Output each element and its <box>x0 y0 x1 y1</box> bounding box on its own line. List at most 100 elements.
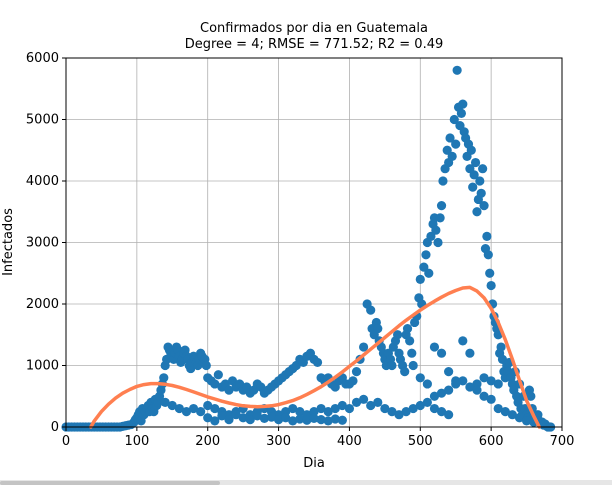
scatter-point <box>159 373 169 383</box>
x-tick-label: 400 <box>337 434 362 449</box>
scatter-point <box>429 403 440 414</box>
scatter-point <box>210 403 220 414</box>
scatter-point <box>231 410 241 420</box>
scatter-point <box>482 231 492 241</box>
scatter-point <box>445 133 455 143</box>
scatter-point <box>424 268 434 278</box>
scatter-point <box>238 413 248 423</box>
scatter-point <box>323 407 333 417</box>
scatter-point <box>493 403 503 414</box>
scatter-point <box>288 403 298 414</box>
scatter-point <box>419 262 429 272</box>
scatter-point <box>456 108 466 118</box>
y-axis-label: Infectados <box>1 208 16 276</box>
scatter-point <box>449 114 459 125</box>
x-tick-label: 300 <box>266 434 291 449</box>
y-tick-label: 4000 <box>26 174 59 189</box>
scatter-point <box>436 407 447 417</box>
scatter-point <box>217 411 227 421</box>
scatter-point <box>444 367 454 377</box>
scatter-point <box>408 403 418 414</box>
scatter-point <box>295 407 305 417</box>
scatter-point <box>174 403 184 414</box>
horizontal-scrollbar[interactable] <box>0 480 612 485</box>
scatter-point <box>479 391 489 401</box>
scatter-point <box>422 397 432 407</box>
scatter-point <box>224 385 234 395</box>
scatter-point <box>312 357 323 368</box>
scatter-point <box>470 157 481 168</box>
scatter-point <box>344 403 355 414</box>
scatter-point <box>203 400 213 411</box>
scatter-point <box>402 324 413 334</box>
scatter-point <box>521 416 532 426</box>
scatter-point <box>472 207 482 217</box>
scatter-point <box>252 411 262 421</box>
y-axis: 0 1000 2000 3000 4000 5000 6000 <box>26 51 66 435</box>
scatter-point <box>288 416 298 426</box>
scatter-point <box>407 348 417 358</box>
scatter-point <box>476 188 486 198</box>
scatter-point <box>366 400 376 411</box>
x-tick-label: 0 <box>62 434 70 449</box>
scatter-point <box>451 139 461 149</box>
grid-lines <box>65 57 563 428</box>
x-tick-label: 500 <box>408 434 433 449</box>
scatter-point <box>431 225 441 235</box>
scatter-point <box>210 379 220 389</box>
scatter-point <box>422 379 432 389</box>
scatter-point <box>500 407 510 417</box>
scatter-point <box>351 367 362 377</box>
scatter-point <box>302 415 312 425</box>
scatter-point <box>486 280 496 291</box>
scatter-point <box>380 403 390 414</box>
scatter-point <box>465 382 475 392</box>
scatter-point <box>514 413 525 423</box>
x-tick-label: 600 <box>479 434 504 449</box>
y-tick-label: 0 <box>51 420 59 435</box>
chart-subtitle: Degree = 4; RMSE = 771.52; R2 = 0.49 <box>185 37 444 52</box>
scatter-point <box>401 407 411 417</box>
scatter-point <box>433 237 443 248</box>
scatter-point <box>309 413 319 423</box>
y-tick-label: 3000 <box>26 236 59 251</box>
scatter-point <box>466 145 476 155</box>
scatter-point <box>426 231 436 241</box>
scatter-point <box>435 213 445 223</box>
scatter-point <box>475 176 485 186</box>
scatter-point <box>373 324 383 334</box>
scatter-point <box>472 385 482 395</box>
scatter-point <box>266 412 277 422</box>
scatter-point <box>387 360 397 371</box>
scatter-point <box>451 379 461 389</box>
scatter-point <box>373 397 383 407</box>
scatter-point <box>281 413 291 423</box>
scatter-point <box>493 379 503 389</box>
scatter-point <box>188 403 199 414</box>
scatter-point <box>465 348 475 358</box>
scatter-point <box>330 403 340 414</box>
scatter-point <box>429 342 440 352</box>
y-tick-label: 1000 <box>26 359 59 374</box>
scatter-point <box>507 410 517 420</box>
scatter-point <box>486 376 496 386</box>
scatter-point <box>415 400 425 411</box>
scatter-point <box>415 373 425 383</box>
scatter-point <box>348 376 358 386</box>
scatter-point <box>405 336 415 346</box>
x-tick-label: 100 <box>124 434 149 449</box>
scatter-point <box>366 305 376 315</box>
scatter-point <box>160 397 170 407</box>
scatter-point <box>224 415 234 425</box>
scatter-point <box>359 342 369 352</box>
scatter-point <box>436 388 447 398</box>
scatter-point <box>316 403 326 414</box>
scrollbar-thumb[interactable] <box>0 481 220 485</box>
scatter-point <box>181 407 192 417</box>
y-tick-label: 2000 <box>26 297 59 312</box>
scatter-point <box>245 415 255 425</box>
scatter-point <box>442 145 452 155</box>
scatter-point <box>337 400 347 411</box>
scatter-point <box>479 201 489 211</box>
